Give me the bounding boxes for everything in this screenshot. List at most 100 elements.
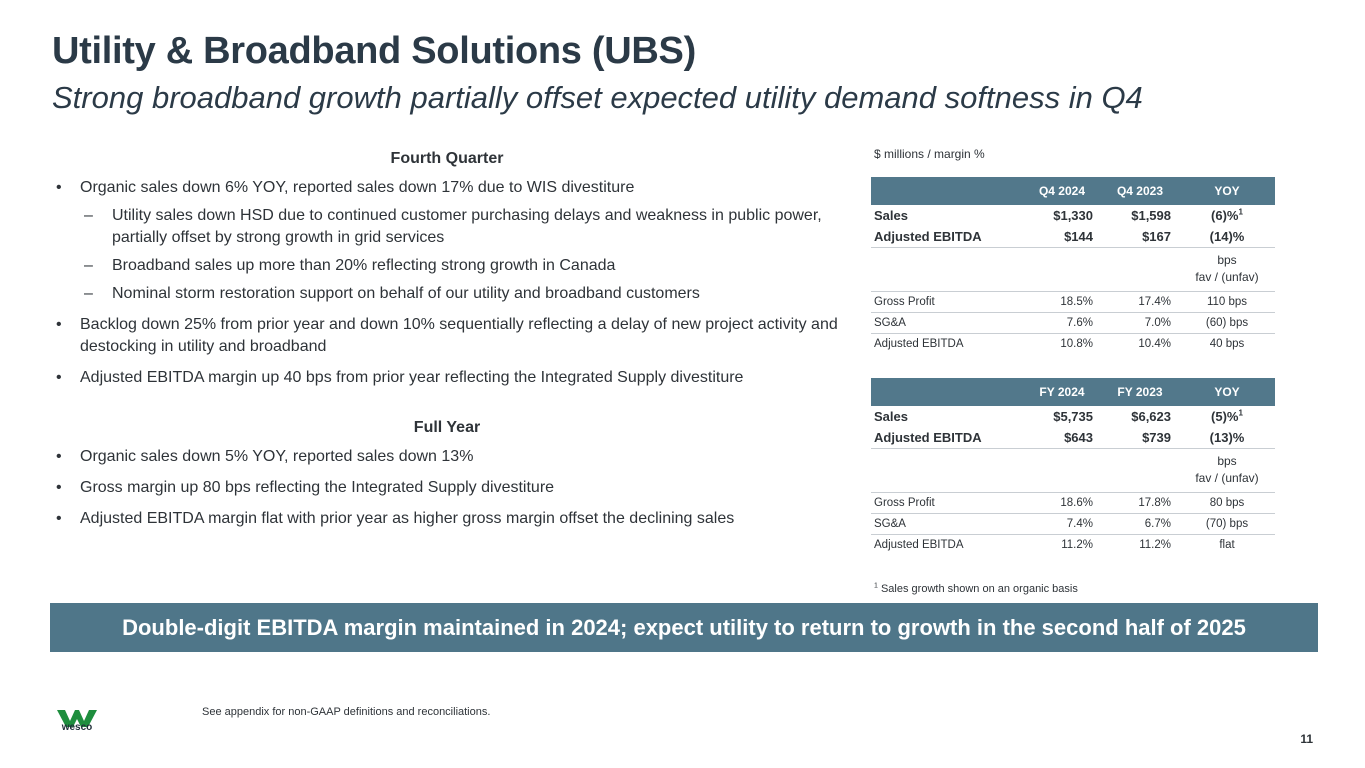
- cell-prior: $739: [1142, 429, 1171, 445]
- table-row-sga: SG&A 7.6% 7.0% (60) bps: [871, 311, 1275, 333]
- yoy-value: (6)%: [1211, 208, 1239, 223]
- yoy-value: (5)%: [1211, 409, 1239, 424]
- cell-current: 10.8%: [1023, 332, 1101, 354]
- header-blank: [871, 177, 1023, 205]
- header-cell: FY 2024: [1023, 378, 1101, 406]
- header-cell: YOY: [1179, 378, 1275, 406]
- cell-current: 18.6%: [1023, 491, 1101, 513]
- sub-bullet-item: Nominal storm restoration support on beh…: [80, 283, 842, 305]
- fy-financials-table: FY 2024 FY 2023 YOY Sales $5,735 $6,623 …: [871, 378, 1275, 555]
- footnote-marker: 1: [874, 582, 878, 590]
- row-label: Gross Profit: [871, 290, 1023, 312]
- bullet-item: Organic sales down 5% YOY, reported sale…: [52, 446, 842, 468]
- cell-prior: $6,623: [1131, 409, 1171, 424]
- full-year-heading: Full Year: [413, 419, 481, 436]
- wesco-logo-icon: [57, 710, 97, 727]
- cell-current: $5,735: [1053, 409, 1093, 424]
- table-header-row: FY 2024 FY 2023 YOY: [871, 378, 1275, 406]
- sub-bullet-list: Utility sales down HSD due to continued …: [80, 205, 842, 305]
- page-subtitle: Strong broadband growth partially offset…: [52, 80, 1143, 115]
- table-row-sga: SG&A 7.4% 6.7% (70) bps: [871, 512, 1275, 534]
- row-label: SG&A: [871, 512, 1023, 534]
- row-label: Gross Profit: [871, 491, 1023, 513]
- cell-prior: 6.7%: [1101, 512, 1179, 534]
- table-row-gross-profit: Gross Profit 18.6% 17.8% 80 bps: [871, 491, 1275, 513]
- row-label: Adjusted EBITDA: [874, 228, 982, 244]
- footnote-marker: 1: [1238, 408, 1243, 418]
- page-title: Utility & Broadband Solutions (UBS): [52, 30, 696, 72]
- row-label: SG&A: [871, 311, 1023, 333]
- bullet-item: Gross margin up 80 bps reflecting the In…: [52, 477, 842, 499]
- q4-financials-table: Q4 2024 Q4 2023 YOY Sales $1,330 $1,598 …: [871, 177, 1275, 354]
- cell-prior: 17.4%: [1101, 290, 1179, 312]
- bullet-text: Organic sales down 6% YOY, reported sale…: [80, 179, 635, 196]
- cell-change: flat: [1179, 533, 1275, 555]
- bps-label: bps fav / (unfav): [1179, 447, 1275, 492]
- appendix-note: See appendix for non-GAAP definitions an…: [202, 706, 491, 718]
- header-cell: FY 2023: [1101, 378, 1179, 406]
- cell-change: 40 bps: [1179, 332, 1275, 354]
- fourth-quarter-list: Organic sales down 6% YOY, reported sale…: [52, 177, 842, 389]
- bullet-item: Organic sales down 6% YOY, reported sale…: [52, 177, 842, 305]
- footnote-marker: 1: [1238, 207, 1243, 217]
- table-row-gross-profit: Gross Profit 18.5% 17.4% 110 bps: [871, 290, 1275, 312]
- cell-prior: $167: [1142, 228, 1171, 244]
- bullet-item: Backlog down 25% from prior year and dow…: [52, 314, 842, 358]
- table-row-bps-header: bps fav / (unfav): [871, 447, 1275, 492]
- units-label: $ millions / margin %: [874, 147, 985, 161]
- cell-prior: 17.8%: [1101, 491, 1179, 513]
- bullet-item: Adjusted EBITDA margin flat with prior y…: [52, 508, 842, 530]
- page-number: 11: [1300, 732, 1313, 746]
- fourth-quarter-heading: Fourth Quarter: [390, 150, 504, 167]
- cell-current: 7.4%: [1023, 512, 1101, 534]
- bps-line1: bps: [1217, 253, 1237, 267]
- header-blank: [871, 378, 1023, 406]
- header-cell: YOY: [1179, 177, 1275, 205]
- cell-yoy: (13)%: [1209, 429, 1245, 445]
- header-cell: Q4 2023: [1101, 177, 1179, 205]
- table-row-adjusted-ebitda-margin: Adjusted EBITDA 11.2% 11.2% flat: [871, 533, 1275, 555]
- bps-line2: fav / (unfav): [1195, 471, 1259, 485]
- cell-prior: $1,598: [1131, 208, 1171, 223]
- cell-change: 110 bps: [1179, 290, 1275, 312]
- cell-current: $1,330: [1053, 208, 1093, 223]
- row-label: Adjusted EBITDA: [871, 332, 1023, 354]
- cell-current: $643: [1064, 429, 1093, 445]
- cell-yoy: (5)%1: [1179, 406, 1275, 427]
- cell-prior: 10.4%: [1101, 332, 1179, 354]
- key-takeaway-banner: Double-digit EBITDA margin maintained in…: [50, 603, 1318, 652]
- row-label: Sales: [874, 208, 908, 223]
- cell-current: $144: [1064, 228, 1093, 244]
- row-label: Adjusted EBITDA: [871, 533, 1023, 555]
- cell-prior: 11.2%: [1101, 533, 1179, 555]
- full-year-list: Organic sales down 5% YOY, reported sale…: [52, 446, 842, 530]
- cell-yoy: (6)%1: [1179, 205, 1275, 226]
- cell-current: 7.6%: [1023, 311, 1101, 333]
- bps-line1: bps: [1217, 454, 1237, 468]
- bps-line2: fav / (unfav): [1195, 270, 1259, 284]
- table-row-sales: Sales $5,735 $6,623 (5)%1: [871, 406, 1275, 427]
- cell-yoy: (14)%: [1209, 228, 1245, 244]
- header-cell: Q4 2024: [1023, 177, 1101, 205]
- cell-current: 11.2%: [1023, 533, 1101, 555]
- cell-change: (70) bps: [1179, 512, 1275, 534]
- table-row-adjusted-ebitda: Adjusted EBITDA $144 $167 (14)%: [871, 226, 1275, 247]
- table-row-bps-header: bps fav / (unfav): [871, 246, 1275, 291]
- cell-prior: 7.0%: [1101, 311, 1179, 333]
- cell-change: (60) bps: [1179, 311, 1275, 333]
- commentary-section: Fourth Quarter Organic sales down 6% YOY…: [52, 150, 842, 539]
- table-footnote: 1 Sales growth shown on an organic basis: [874, 582, 1078, 595]
- row-label: Adjusted EBITDA: [874, 429, 982, 445]
- row-label: Sales: [874, 409, 908, 424]
- sub-bullet-item: Utility sales down HSD due to continued …: [80, 205, 842, 249]
- table-row-adjusted-ebitda-margin: Adjusted EBITDA 10.8% 10.4% 40 bps: [871, 332, 1275, 354]
- table-row-adjusted-ebitda: Adjusted EBITDA $643 $739 (13)%: [871, 427, 1275, 448]
- cell-current: 18.5%: [1023, 290, 1101, 312]
- cell-change: 80 bps: [1179, 491, 1275, 513]
- sub-bullet-item: Broadband sales up more than 20% reflect…: [80, 255, 842, 277]
- logo-wordmark: wesco: [61, 722, 93, 733]
- table-header-row: Q4 2024 Q4 2023 YOY: [871, 177, 1275, 205]
- bullet-item: Adjusted EBITDA margin up 40 bps from pr…: [52, 367, 842, 389]
- table-row-sales: Sales $1,330 $1,598 (6)%1: [871, 205, 1275, 226]
- footnote-text: Sales growth shown on an organic basis: [880, 583, 1078, 595]
